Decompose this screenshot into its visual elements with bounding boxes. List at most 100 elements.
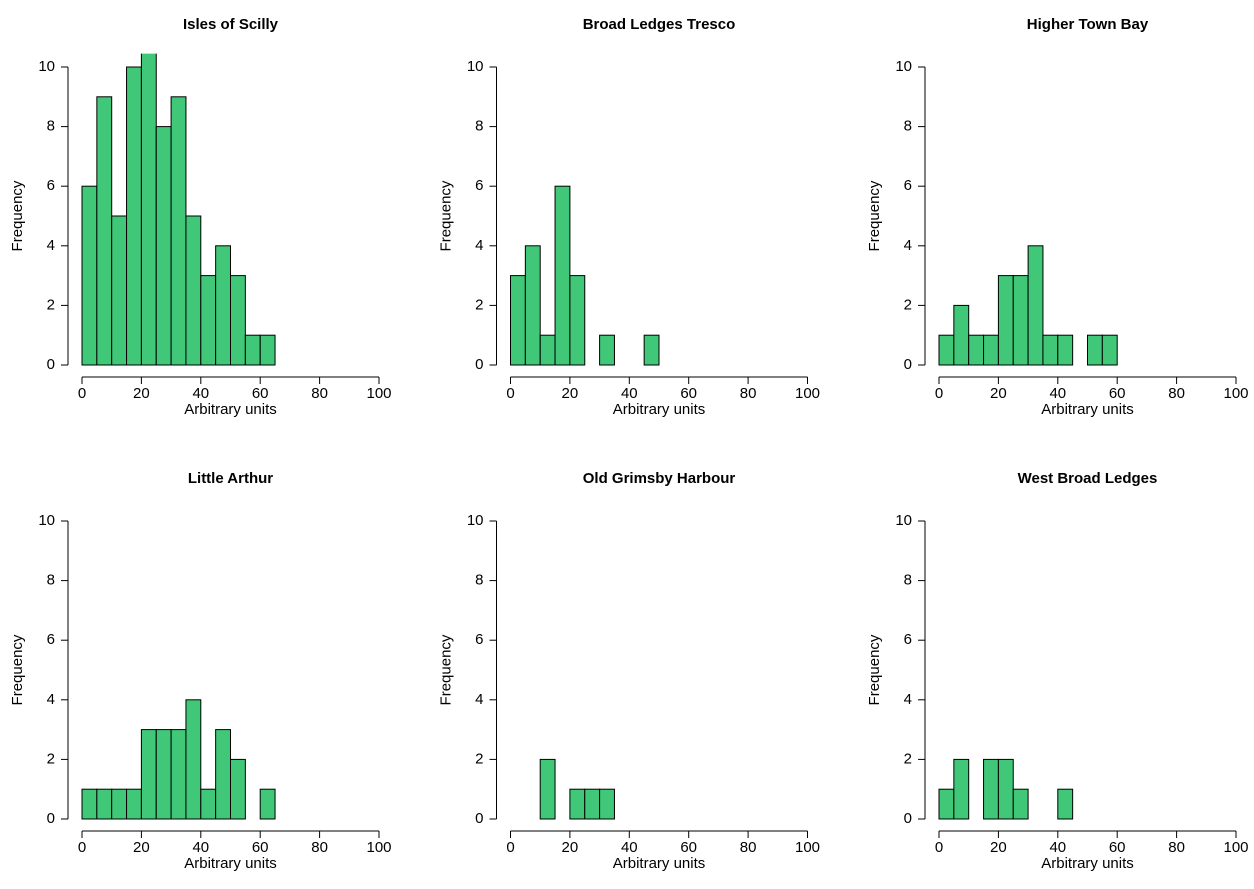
- bar: [938, 334, 955, 366]
- y-tick-label: 10: [467, 58, 484, 75]
- y-tick-label: 4: [47, 691, 55, 708]
- y-tick-label: 10: [895, 512, 912, 529]
- x-axis-label: Arbitrary units: [613, 401, 706, 418]
- y-tick-label: 8: [904, 572, 912, 589]
- bar: [968, 334, 985, 366]
- x-tick-label: 80: [311, 385, 328, 402]
- bar: [259, 334, 276, 366]
- x-tick-label: 60: [252, 385, 269, 402]
- bar: [259, 788, 276, 820]
- x-tick-label: 20: [133, 385, 150, 402]
- y-axis-label: Frequency: [866, 634, 883, 705]
- y-tick-label: 6: [47, 177, 55, 194]
- y-axis-label: Frequency: [9, 180, 26, 251]
- y-tick-label: 0: [47, 356, 55, 373]
- bar: [230, 758, 246, 820]
- histogram-panel: [539, 758, 615, 820]
- x-tick-label: 60: [252, 839, 269, 856]
- x-tick-label: 60: [680, 839, 697, 856]
- bar: [200, 275, 217, 366]
- y-axis-label: Frequency: [866, 180, 883, 251]
- bar: [81, 788, 98, 820]
- x-tick-label: 80: [311, 839, 328, 856]
- bar: [185, 215, 202, 366]
- bar: [1012, 275, 1029, 366]
- x-tick-label: 0: [506, 385, 514, 402]
- x-tick-label: 0: [78, 839, 86, 856]
- x-axis-label: Arbitrary units: [184, 855, 277, 872]
- bar: [96, 96, 113, 366]
- y-tick-label: 8: [475, 118, 483, 135]
- y-tick-label: 2: [904, 750, 912, 767]
- y-tick-label: 10: [467, 512, 484, 529]
- x-tick-label: 0: [78, 385, 86, 402]
- bar: [569, 788, 586, 820]
- y-tick-label: 4: [475, 691, 483, 708]
- bar: [81, 185, 98, 366]
- bar: [584, 788, 601, 820]
- y-tick-label: 10: [895, 58, 912, 75]
- bar: [953, 758, 970, 820]
- bar: [1057, 334, 1074, 366]
- chart-title: West Broad Ledges: [1018, 470, 1158, 487]
- y-tick-label: 6: [475, 177, 483, 194]
- bar: [599, 788, 615, 820]
- y-tick-label: 6: [904, 177, 912, 194]
- x-tick-label: 100: [366, 385, 391, 402]
- x-tick-label: 0: [935, 839, 943, 856]
- bar: [140, 53, 157, 366]
- x-tick-label: 40: [192, 839, 209, 856]
- x-tick-label: 100: [795, 839, 820, 856]
- bar: [140, 729, 157, 820]
- x-tick-label: 20: [133, 839, 150, 856]
- bar: [185, 699, 202, 820]
- y-tick-label: 2: [904, 296, 912, 313]
- y-tick-label: 2: [47, 750, 55, 767]
- y-tick-label: 4: [904, 237, 912, 254]
- x-tick-label: 20: [990, 839, 1007, 856]
- histogram-panel: [510, 185, 660, 366]
- y-tick-label: 6: [47, 631, 55, 648]
- x-tick-label: 0: [935, 385, 943, 402]
- x-tick-label: 40: [1049, 839, 1066, 856]
- x-tick-label: 60: [1109, 839, 1126, 856]
- bar: [997, 275, 1014, 366]
- x-tick-label: 100: [1223, 839, 1248, 856]
- x-tick-label: 80: [740, 385, 757, 402]
- histogram-panel: [81, 53, 276, 366]
- x-axis-label: Arbitrary units: [1041, 855, 1134, 872]
- histogram-panel: [938, 758, 1074, 820]
- bar: [1101, 334, 1118, 366]
- y-tick-label: 0: [904, 810, 912, 827]
- bar: [200, 788, 217, 820]
- bar: [983, 334, 999, 366]
- bar: [155, 126, 172, 366]
- bar: [539, 334, 556, 366]
- bar: [643, 334, 660, 366]
- bar: [1012, 788, 1029, 820]
- chart-title: Broad Ledges Tresco: [583, 16, 736, 33]
- y-tick-label: 0: [475, 356, 483, 373]
- bar: [539, 758, 556, 820]
- y-tick-label: 0: [47, 810, 55, 827]
- y-tick-label: 10: [38, 58, 55, 75]
- y-tick-label: 8: [47, 118, 55, 135]
- y-tick-label: 4: [904, 691, 912, 708]
- y-tick-label: 4: [47, 237, 55, 254]
- bar: [155, 729, 172, 820]
- y-tick-label: 4: [475, 237, 483, 254]
- y-tick-label: 8: [47, 572, 55, 589]
- y-tick-label: 6: [904, 631, 912, 648]
- y-tick-label: 8: [904, 118, 912, 135]
- x-tick-label: 100: [795, 385, 820, 402]
- bar: [126, 788, 142, 820]
- x-axis-label: Arbitrary units: [613, 855, 706, 872]
- bar: [170, 729, 187, 820]
- x-tick-label: 100: [366, 839, 391, 856]
- bar: [230, 275, 246, 366]
- x-tick-label: 0: [506, 839, 514, 856]
- histogram-panel: [938, 245, 1118, 366]
- bar: [1057, 788, 1074, 820]
- chart-title: Little Arthur: [188, 470, 273, 487]
